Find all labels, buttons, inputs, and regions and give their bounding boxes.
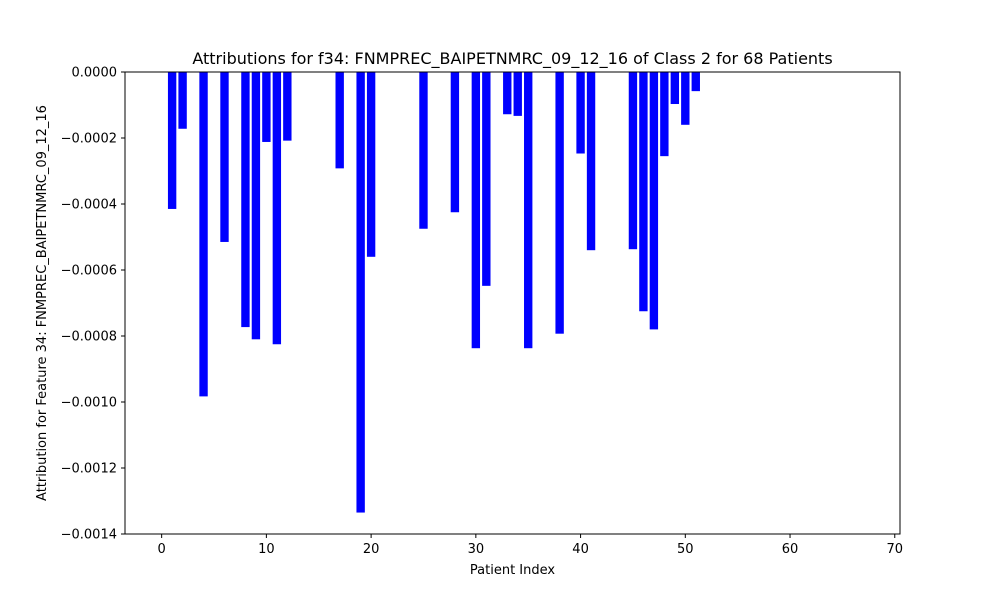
bar-patient-51 bbox=[691, 72, 700, 92]
bar-patient-1 bbox=[167, 72, 177, 209]
bar-patient-9 bbox=[251, 72, 261, 340]
bar-patient-34 bbox=[513, 72, 522, 116]
bar-patient-48 bbox=[660, 72, 669, 157]
bar-patient-28 bbox=[450, 72, 460, 213]
y-axis-label: Attribution for Feature 34: FNMPREC_BAIP… bbox=[35, 105, 50, 501]
bar-patient-4 bbox=[199, 72, 208, 397]
bar-patient-47 bbox=[649, 72, 659, 330]
x-axis: 0 10 20 30 40 50 60 70 bbox=[158, 534, 903, 557]
y-tick-label: −0.0002 bbox=[61, 132, 117, 147]
y-tick-label: −0.0004 bbox=[61, 198, 117, 213]
bar-patient-50 bbox=[681, 72, 690, 125]
x-tick-label: 0 bbox=[158, 542, 166, 557]
bar-patient-12 bbox=[283, 72, 292, 141]
bar-patient-2 bbox=[178, 72, 187, 129]
x-tick-label: 70 bbox=[886, 542, 903, 557]
bar-patient-20 bbox=[366, 72, 376, 257]
bar-patient-19 bbox=[356, 72, 365, 513]
bar-patient-33 bbox=[503, 72, 512, 115]
bar-patient-40 bbox=[576, 72, 585, 154]
y-tick-label: −0.0014 bbox=[61, 528, 117, 543]
bar-patient-6 bbox=[220, 72, 229, 242]
y-tick-label: −0.0012 bbox=[61, 462, 117, 477]
chart-title: Attributions for f34: FNMPREC_BAIPETNMRC… bbox=[192, 49, 832, 69]
x-tick-label: 20 bbox=[363, 542, 380, 557]
bar-patient-17 bbox=[335, 72, 344, 169]
y-axis: 0.0000 −0.0002 −0.0004 −0.0006 −0.0008 −0.001… bbox=[61, 66, 125, 543]
x-tick-label: 40 bbox=[572, 542, 589, 557]
y-tick-label: −0.0006 bbox=[61, 264, 117, 279]
bar-patient-10 bbox=[262, 72, 271, 142]
bars-group bbox=[167, 72, 700, 513]
x-tick-label: 50 bbox=[677, 542, 694, 557]
bar-patient-49 bbox=[670, 72, 680, 105]
bar-patient-30 bbox=[471, 72, 481, 349]
x-axis-label: Patient Index bbox=[470, 563, 555, 578]
x-tick-label: 30 bbox=[468, 542, 485, 557]
x-tick-label: 60 bbox=[782, 542, 799, 557]
bar-patient-38 bbox=[555, 72, 564, 334]
bar-patient-41 bbox=[586, 72, 596, 251]
bar-patient-11 bbox=[272, 72, 282, 345]
bar-patient-8 bbox=[241, 72, 250, 328]
y-tick-label: −0.0008 bbox=[61, 330, 117, 345]
y-tick-label: 0.0000 bbox=[72, 66, 118, 81]
bar-patient-25 bbox=[419, 72, 428, 229]
x-tick-label: 10 bbox=[258, 542, 275, 557]
bar-patient-45 bbox=[628, 72, 638, 250]
plot-frame bbox=[124, 71, 901, 535]
y-tick-label: −0.0010 bbox=[61, 396, 117, 411]
bar-patient-31 bbox=[482, 72, 491, 286]
bar-patient-46 bbox=[639, 72, 648, 312]
bar-patient-35 bbox=[524, 72, 533, 349]
